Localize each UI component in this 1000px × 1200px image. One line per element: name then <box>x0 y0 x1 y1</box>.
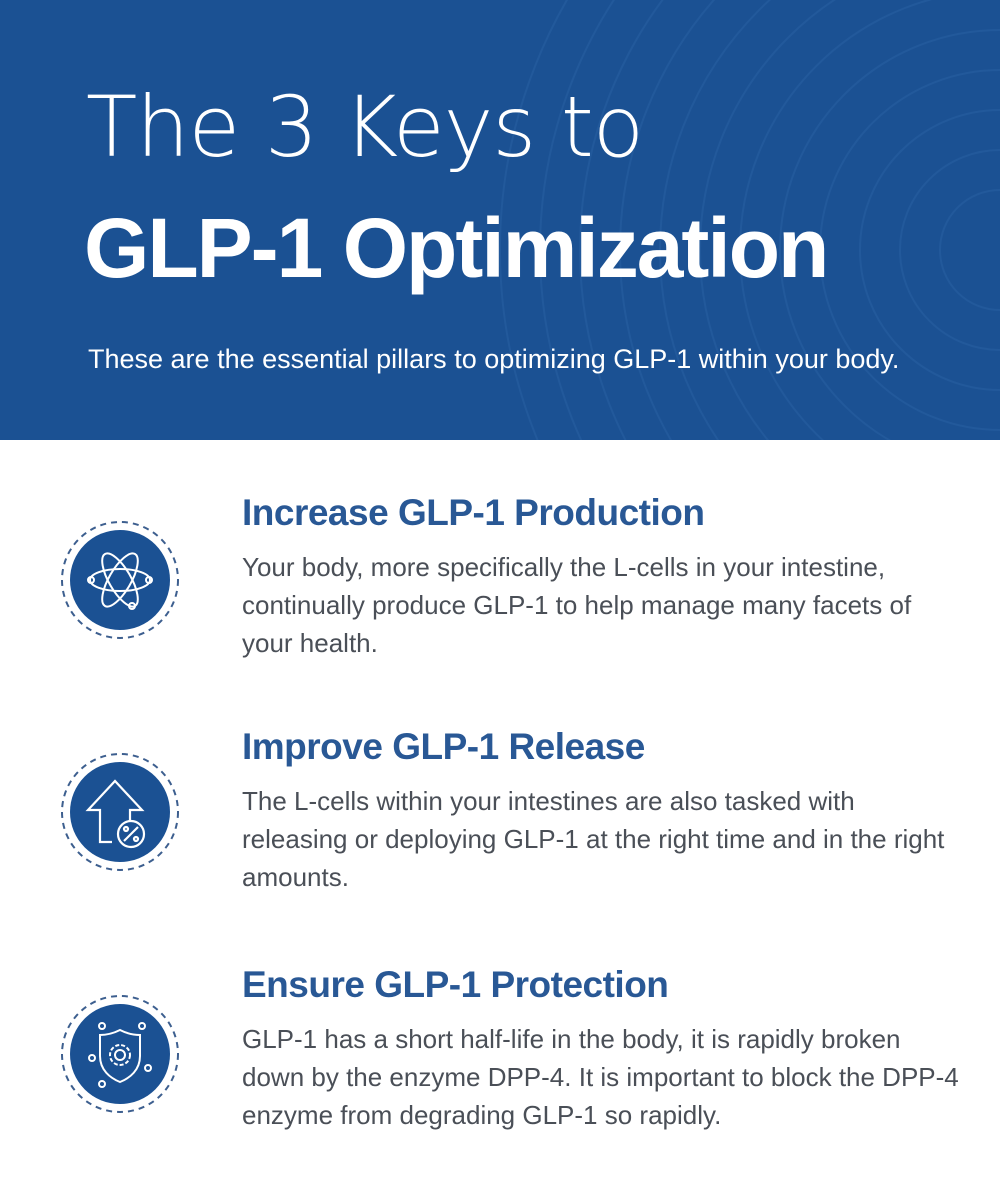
pillar-heading: Improve GLP-1 Release <box>242 726 645 767</box>
pillar-heading: Increase GLP-1 Production <box>242 492 705 533</box>
pillar-text: Your body, more specifically the L-cells… <box>242 552 912 658</box>
header-banner: The 3 Keys to GLP-1 Optimization These a… <box>0 0 1000 440</box>
title-line-1: The 3 Keys to <box>86 78 644 176</box>
pillar-text: GLP-1 has a short half-life in the body,… <box>242 1024 959 1130</box>
shield-gear-icon <box>61 995 179 1113</box>
atom-icon <box>61 521 179 639</box>
arrow-up-percent-icon <box>61 753 179 871</box>
pillar-heading: Ensure GLP-1 Protection <box>242 964 669 1005</box>
concentric-rings-decoration <box>499 0 1000 440</box>
pillar-text: The L-cells within your intestines are a… <box>242 786 945 892</box>
title-line-2: GLP-1 Optimization <box>84 201 829 295</box>
subtitle: These are the essential pillars to optim… <box>88 344 900 374</box>
